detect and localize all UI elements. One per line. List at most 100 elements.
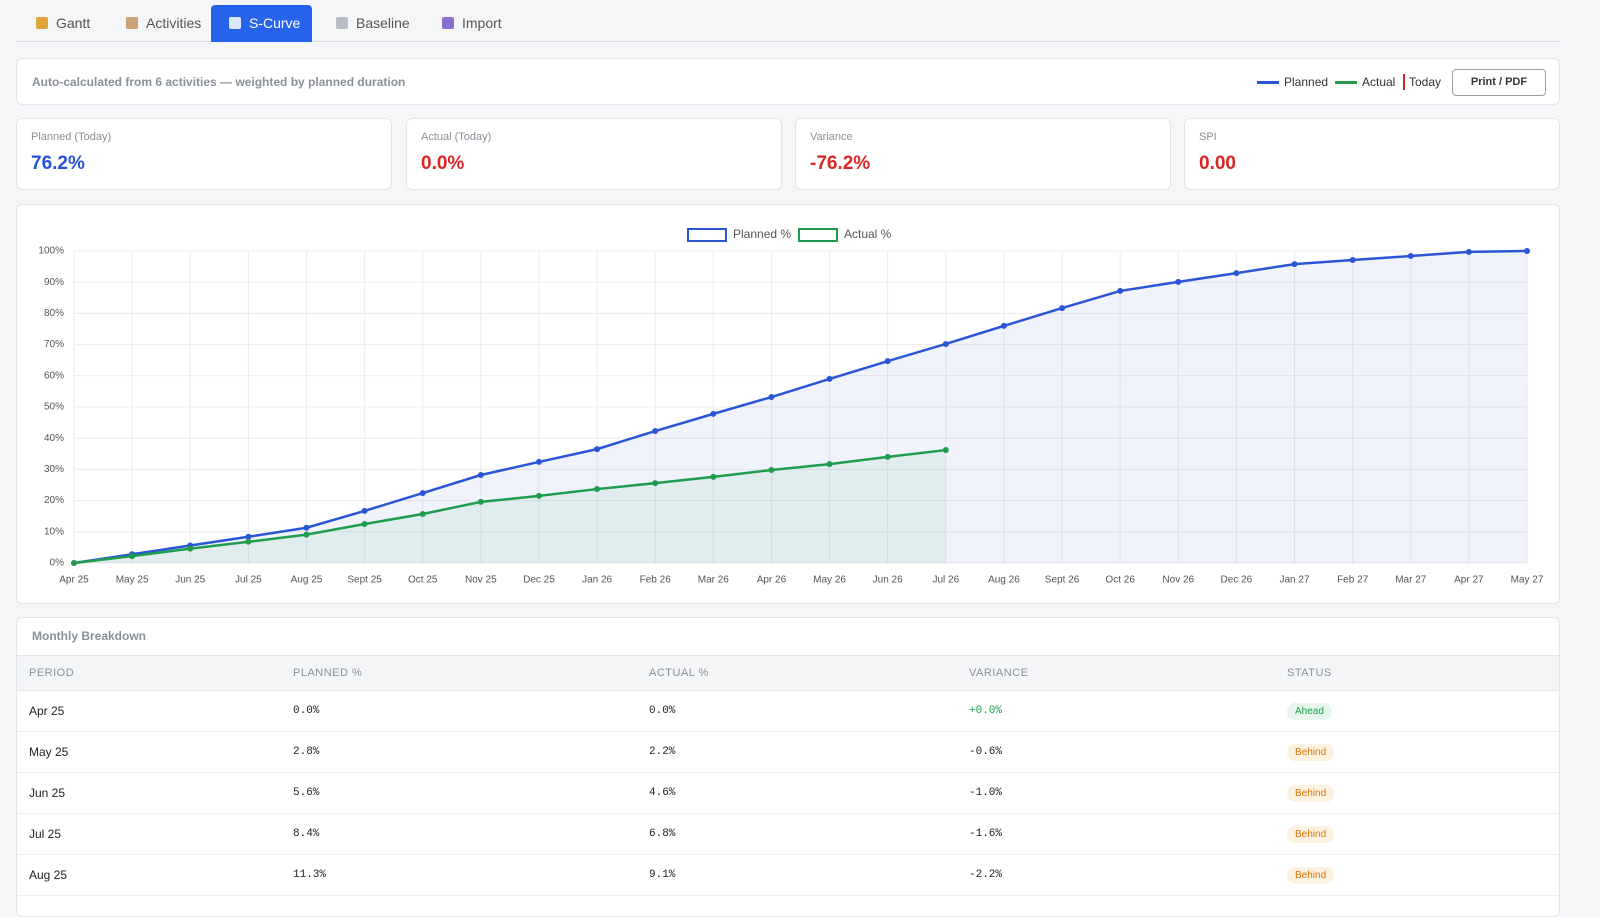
cell: May 25	[17, 731, 281, 773]
info-bar: Auto-calculated from 6 activities — weig…	[16, 58, 1560, 105]
card-label: SPI	[1199, 131, 1217, 143]
card-label: Actual (Today)	[421, 131, 492, 143]
x-tick-label: Mar 27	[1395, 575, 1427, 586]
card-value: -76.2%	[810, 153, 871, 174]
tab[interactable]: Baseline	[318, 5, 418, 42]
tab[interactable]: Gantt	[18, 5, 104, 42]
point	[884, 358, 891, 365]
legend-label: Actual	[1362, 75, 1396, 89]
point	[594, 486, 601, 493]
point	[652, 480, 659, 487]
cell: 11.3%	[281, 854, 637, 896]
legend-swatch	[1257, 81, 1279, 84]
x-tick-label: Sept 26	[1045, 575, 1080, 586]
point	[187, 545, 194, 552]
y-tick-label: 20%	[44, 495, 64, 506]
legend-label: Planned %	[733, 227, 791, 241]
y-tick-label: 10%	[44, 526, 64, 537]
y-tick-label: 60%	[44, 370, 64, 381]
cell: Aug 25	[17, 854, 281, 896]
x-tick-label: Jan 26	[582, 575, 612, 586]
x-tick-label: Jul 25	[235, 575, 262, 586]
card: Actual (Today) 0.0%	[406, 118, 782, 190]
cell: Behind	[1275, 772, 1559, 814]
row: Apr 25 0.0% 0.0% +0.0% Ahead	[17, 690, 1559, 732]
point	[303, 531, 310, 538]
cell: 2.2%	[637, 731, 957, 773]
y-tick-label: 70%	[44, 339, 64, 350]
legend-swatch	[687, 228, 727, 242]
point	[477, 472, 484, 479]
row: Jun 25 5.6% 4.6% -1.0% Behind	[17, 772, 1559, 814]
x-tick-label: Sept 25	[347, 575, 382, 586]
x-tick-label: Feb 26	[640, 575, 672, 586]
cell: Jun 25	[17, 772, 281, 814]
area	[74, 251, 1527, 563]
print-button[interactable]: Print / PDF	[1452, 69, 1546, 96]
cell: +0.0%	[957, 690, 1275, 732]
point	[419, 490, 426, 497]
cell: 9.1%	[637, 854, 957, 896]
cell: 2.8%	[281, 731, 637, 773]
legend-label: Actual %	[844, 227, 892, 241]
tab[interactable]: S-Curve	[211, 5, 312, 42]
card: Variance -76.2%	[795, 118, 1171, 190]
cell: Behind	[1275, 813, 1559, 855]
cell: 0.0%	[637, 690, 957, 732]
tab-bar: Gantt Activities S-Curve Baseline Import	[16, 0, 1560, 42]
y-tick-label: 90%	[44, 277, 64, 288]
chart: Planned % Actual % 0% 10% 20% 30% 40% 50% 60% 70%…	[38, 227, 1543, 586]
status-badge: Ahead	[1287, 702, 1332, 720]
column-header: ACTUAL %	[637, 655, 957, 691]
legend-swatch	[1335, 81, 1357, 84]
column-header: PLANNED %	[281, 655, 637, 691]
cell: 4.6%	[637, 772, 957, 814]
line	[73, 448, 946, 565]
status-badge: Behind	[1287, 825, 1335, 843]
point	[303, 524, 310, 531]
x-tick-label: Jun 25	[175, 575, 205, 586]
point	[884, 453, 891, 460]
note: Auto-calculated from 6 activities — weig…	[32, 75, 406, 89]
x-tick-label: Mar 26	[698, 575, 730, 586]
point	[1175, 278, 1182, 285]
point	[942, 447, 949, 454]
card-label: Variance	[810, 131, 853, 143]
x-tick-label: Oct 26	[1105, 575, 1135, 586]
point	[826, 375, 833, 382]
x-tick-label: Dec 25	[523, 575, 555, 586]
header-row: PERIOD PLANNED % ACTUAL % VARIANCE STATU…	[17, 655, 1559, 691]
status-badge: Behind	[1287, 866, 1335, 884]
cell: Apr 25	[17, 690, 281, 732]
point	[419, 511, 426, 518]
tab-label: S-Curve	[249, 15, 301, 31]
point	[652, 428, 659, 435]
cell: -2.2%	[957, 854, 1275, 896]
legend-swatch	[798, 228, 838, 242]
x-tick-label: Nov 26	[1162, 575, 1194, 586]
y-tick-label: 50%	[44, 402, 64, 413]
x-tick-label: Dec 26	[1221, 575, 1253, 586]
point	[71, 560, 77, 566]
card: SPI 0.00	[1184, 118, 1560, 190]
point	[535, 458, 542, 465]
card: Planned (Today) 76.2%	[16, 118, 392, 190]
status-badge: Behind	[1287, 743, 1335, 761]
cell: 6.8%	[637, 813, 957, 855]
tab[interactable]: Activities	[108, 5, 206, 42]
cell: Behind	[1275, 731, 1559, 773]
point	[477, 498, 484, 505]
cell: Ahead	[1275, 690, 1559, 732]
row: Jul 25 8.4% 6.8% -1.6% Behind	[17, 813, 1559, 855]
table-card: Monthly Breakdown PERIOD PLANNED % ACTUA…	[16, 617, 1560, 917]
tab[interactable]: Import	[424, 5, 512, 42]
x-tick-label: Jan 27	[1280, 575, 1310, 586]
x-tick-label: Apr 27	[1454, 575, 1484, 586]
point	[361, 507, 368, 514]
point	[1117, 287, 1124, 294]
x-tick-label: Aug 25	[291, 575, 323, 586]
x-tick-label: Apr 26	[757, 575, 787, 586]
point	[768, 394, 775, 401]
line	[73, 249, 1528, 565]
